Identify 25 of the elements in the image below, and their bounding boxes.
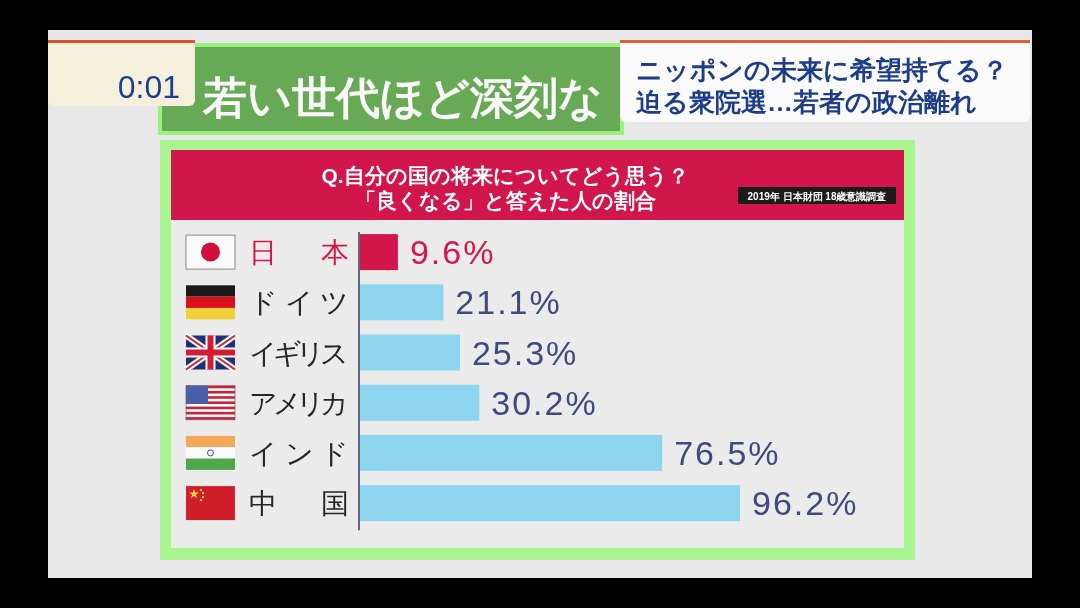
- y-tick-label: アメリカ: [249, 387, 349, 419]
- bar: [360, 234, 398, 271]
- bar: [360, 284, 444, 321]
- bar: [360, 384, 480, 421]
- y-tick-label: インド: [249, 437, 349, 469]
- bar: [360, 434, 663, 471]
- bar: [360, 485, 740, 522]
- y-tick-label: 中 国: [249, 488, 349, 520]
- text: 迫る衆院選…若者の政治離れ: [636, 87, 977, 117]
- text: 0:01: [117, 69, 180, 105]
- chart-title: Q.自分の国の将来についてどう思う？: [321, 164, 689, 188]
- data-label: 9.6%: [409, 233, 496, 272]
- text: 2019年 日本財団 18歳意識調査: [747, 190, 887, 202]
- data-label: 96.2%: [752, 484, 859, 523]
- y-tick-label: イギリス: [249, 337, 349, 369]
- text: 若い世代ほど深刻な: [202, 73, 603, 122]
- y-tick-label: ドイツ: [249, 287, 349, 319]
- y-tick-label: 日 本: [249, 237, 349, 269]
- chart-subtitle: 「良くなる」と答えた人の割合: [354, 189, 656, 213]
- data-label: 76.5%: [674, 433, 781, 472]
- data-label: 21.1%: [455, 283, 562, 322]
- bar: [360, 334, 460, 371]
- data-label: 25.3%: [471, 333, 579, 372]
- text: ニッポンの未来に希望持てる？: [636, 55, 1008, 85]
- data-label: 30.2%: [491, 383, 598, 422]
